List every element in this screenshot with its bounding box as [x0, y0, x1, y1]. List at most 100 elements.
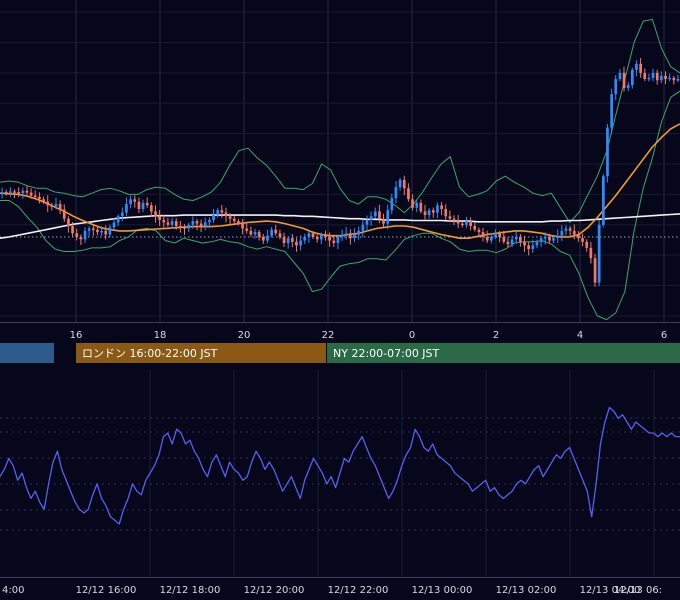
candle-body: [610, 94, 613, 128]
candle-body: [581, 238, 584, 242]
candle-body: [651, 72, 655, 78]
candle-body: [0, 192, 4, 194]
candle-body: [320, 234, 323, 240]
candle-body: [83, 230, 87, 240]
candle-body: [577, 234, 580, 239]
candle-body: [535, 241, 539, 246]
candle-body: [432, 210, 435, 213]
candle-body: [9, 191, 12, 193]
candle-body: [660, 75, 663, 81]
x-tick-label: 12/12 16:00: [76, 585, 137, 596]
session-block: [0, 343, 54, 363]
candle-body: [618, 72, 622, 79]
candle-body: [29, 192, 33, 196]
candle-body: [158, 216, 161, 220]
candle-body: [469, 221, 472, 226]
candle-body: [67, 218, 70, 226]
x-tick-label: 16: [70, 330, 83, 341]
candle-body: [647, 77, 651, 80]
candle-body: [262, 236, 265, 241]
ma-long-line: [0, 213, 680, 239]
candle-body: [402, 179, 406, 189]
x-tick-label: 12/13 04:00: [580, 585, 641, 596]
candle-body: [150, 205, 153, 212]
candle-body: [548, 236, 551, 241]
candle-body: [21, 190, 25, 194]
candle-body: [286, 238, 290, 244]
candle-body: [427, 210, 431, 216]
candle-body: [349, 233, 352, 239]
candle-body: [448, 216, 452, 219]
candle-body: [282, 236, 286, 243]
candle-body: [179, 226, 182, 228]
x-tick-label: 6: [661, 330, 667, 341]
candle-body: [4, 192, 8, 194]
candle-body: [523, 241, 526, 246]
candle-body: [129, 199, 132, 205]
oscillator-line: [0, 406, 680, 525]
x-tick-label: 12/12 18:00: [160, 585, 221, 596]
candle-body: [655, 72, 659, 81]
candle-body: [33, 195, 37, 198]
candle-body: [212, 215, 215, 220]
candle-body: [639, 63, 642, 73]
candle-body: [668, 77, 671, 80]
x-tick-label: 12/13 06:: [614, 585, 662, 596]
candle-body: [224, 212, 228, 217]
candle-body: [415, 202, 419, 208]
candle-body: [502, 236, 506, 242]
candle-body: [494, 233, 497, 237]
candle-body: [245, 228, 249, 231]
candle-body: [568, 228, 572, 231]
candle-body: [232, 218, 236, 222]
x-tick-label: 12/13 02:00: [496, 585, 557, 596]
bollinger-lower-line: [0, 90, 680, 321]
candle-body: [452, 218, 456, 222]
candle-body: [195, 221, 199, 224]
candle-body: [50, 205, 54, 207]
candle-body: [572, 230, 576, 235]
candle-body: [386, 210, 390, 224]
main-x-axis: 16 18 20 22 0 2 4 6: [0, 322, 680, 341]
candle-body: [307, 233, 311, 237]
candle-body: [490, 236, 493, 241]
candle-body: [203, 222, 207, 226]
candle-body: [473, 226, 477, 230]
candle-body: [299, 240, 302, 246]
session-label: ロンドン 16:00-22:00 JST: [82, 347, 218, 360]
x-tick-label: 22: [322, 330, 335, 341]
candle-body: [506, 241, 510, 245]
candles: [0, 58, 680, 287]
session-label: NY 22:00-07:00 JST: [333, 347, 440, 360]
candle-body: [390, 198, 394, 211]
candle-body: [220, 210, 224, 213]
candle-body: [485, 236, 489, 241]
candle-body: [332, 240, 336, 243]
candle-body: [87, 228, 91, 231]
candle-body: [373, 211, 377, 217]
candle-body: [166, 222, 170, 225]
candle-body: [315, 236, 319, 240]
candle-body: [411, 199, 414, 208]
candle-body: [154, 211, 157, 217]
candle-body: [398, 179, 402, 188]
candle-body: [340, 234, 344, 237]
candle-body: [643, 72, 647, 79]
x-tick-label: 18: [154, 330, 167, 341]
x-tick-label: 4: [577, 330, 583, 341]
candle-body: [278, 233, 282, 237]
candle-body: [461, 223, 464, 226]
oscillator-x-axis: 4:00 12/12 16:00 12/12 18:00 12/12 20:00 12/…: [0, 577, 680, 596]
candle-body: [365, 219, 369, 225]
candle-body: [539, 238, 543, 242]
candle-body: [42, 199, 45, 202]
candle-body: [75, 233, 79, 237]
candle-body: [303, 236, 307, 241]
candle-body: [552, 238, 555, 241]
candle-body: [514, 236, 518, 240]
candle-body: [531, 245, 535, 249]
candle-body: [498, 233, 501, 237]
candle-body: [407, 188, 410, 200]
x-tick-label: 0: [409, 330, 415, 341]
